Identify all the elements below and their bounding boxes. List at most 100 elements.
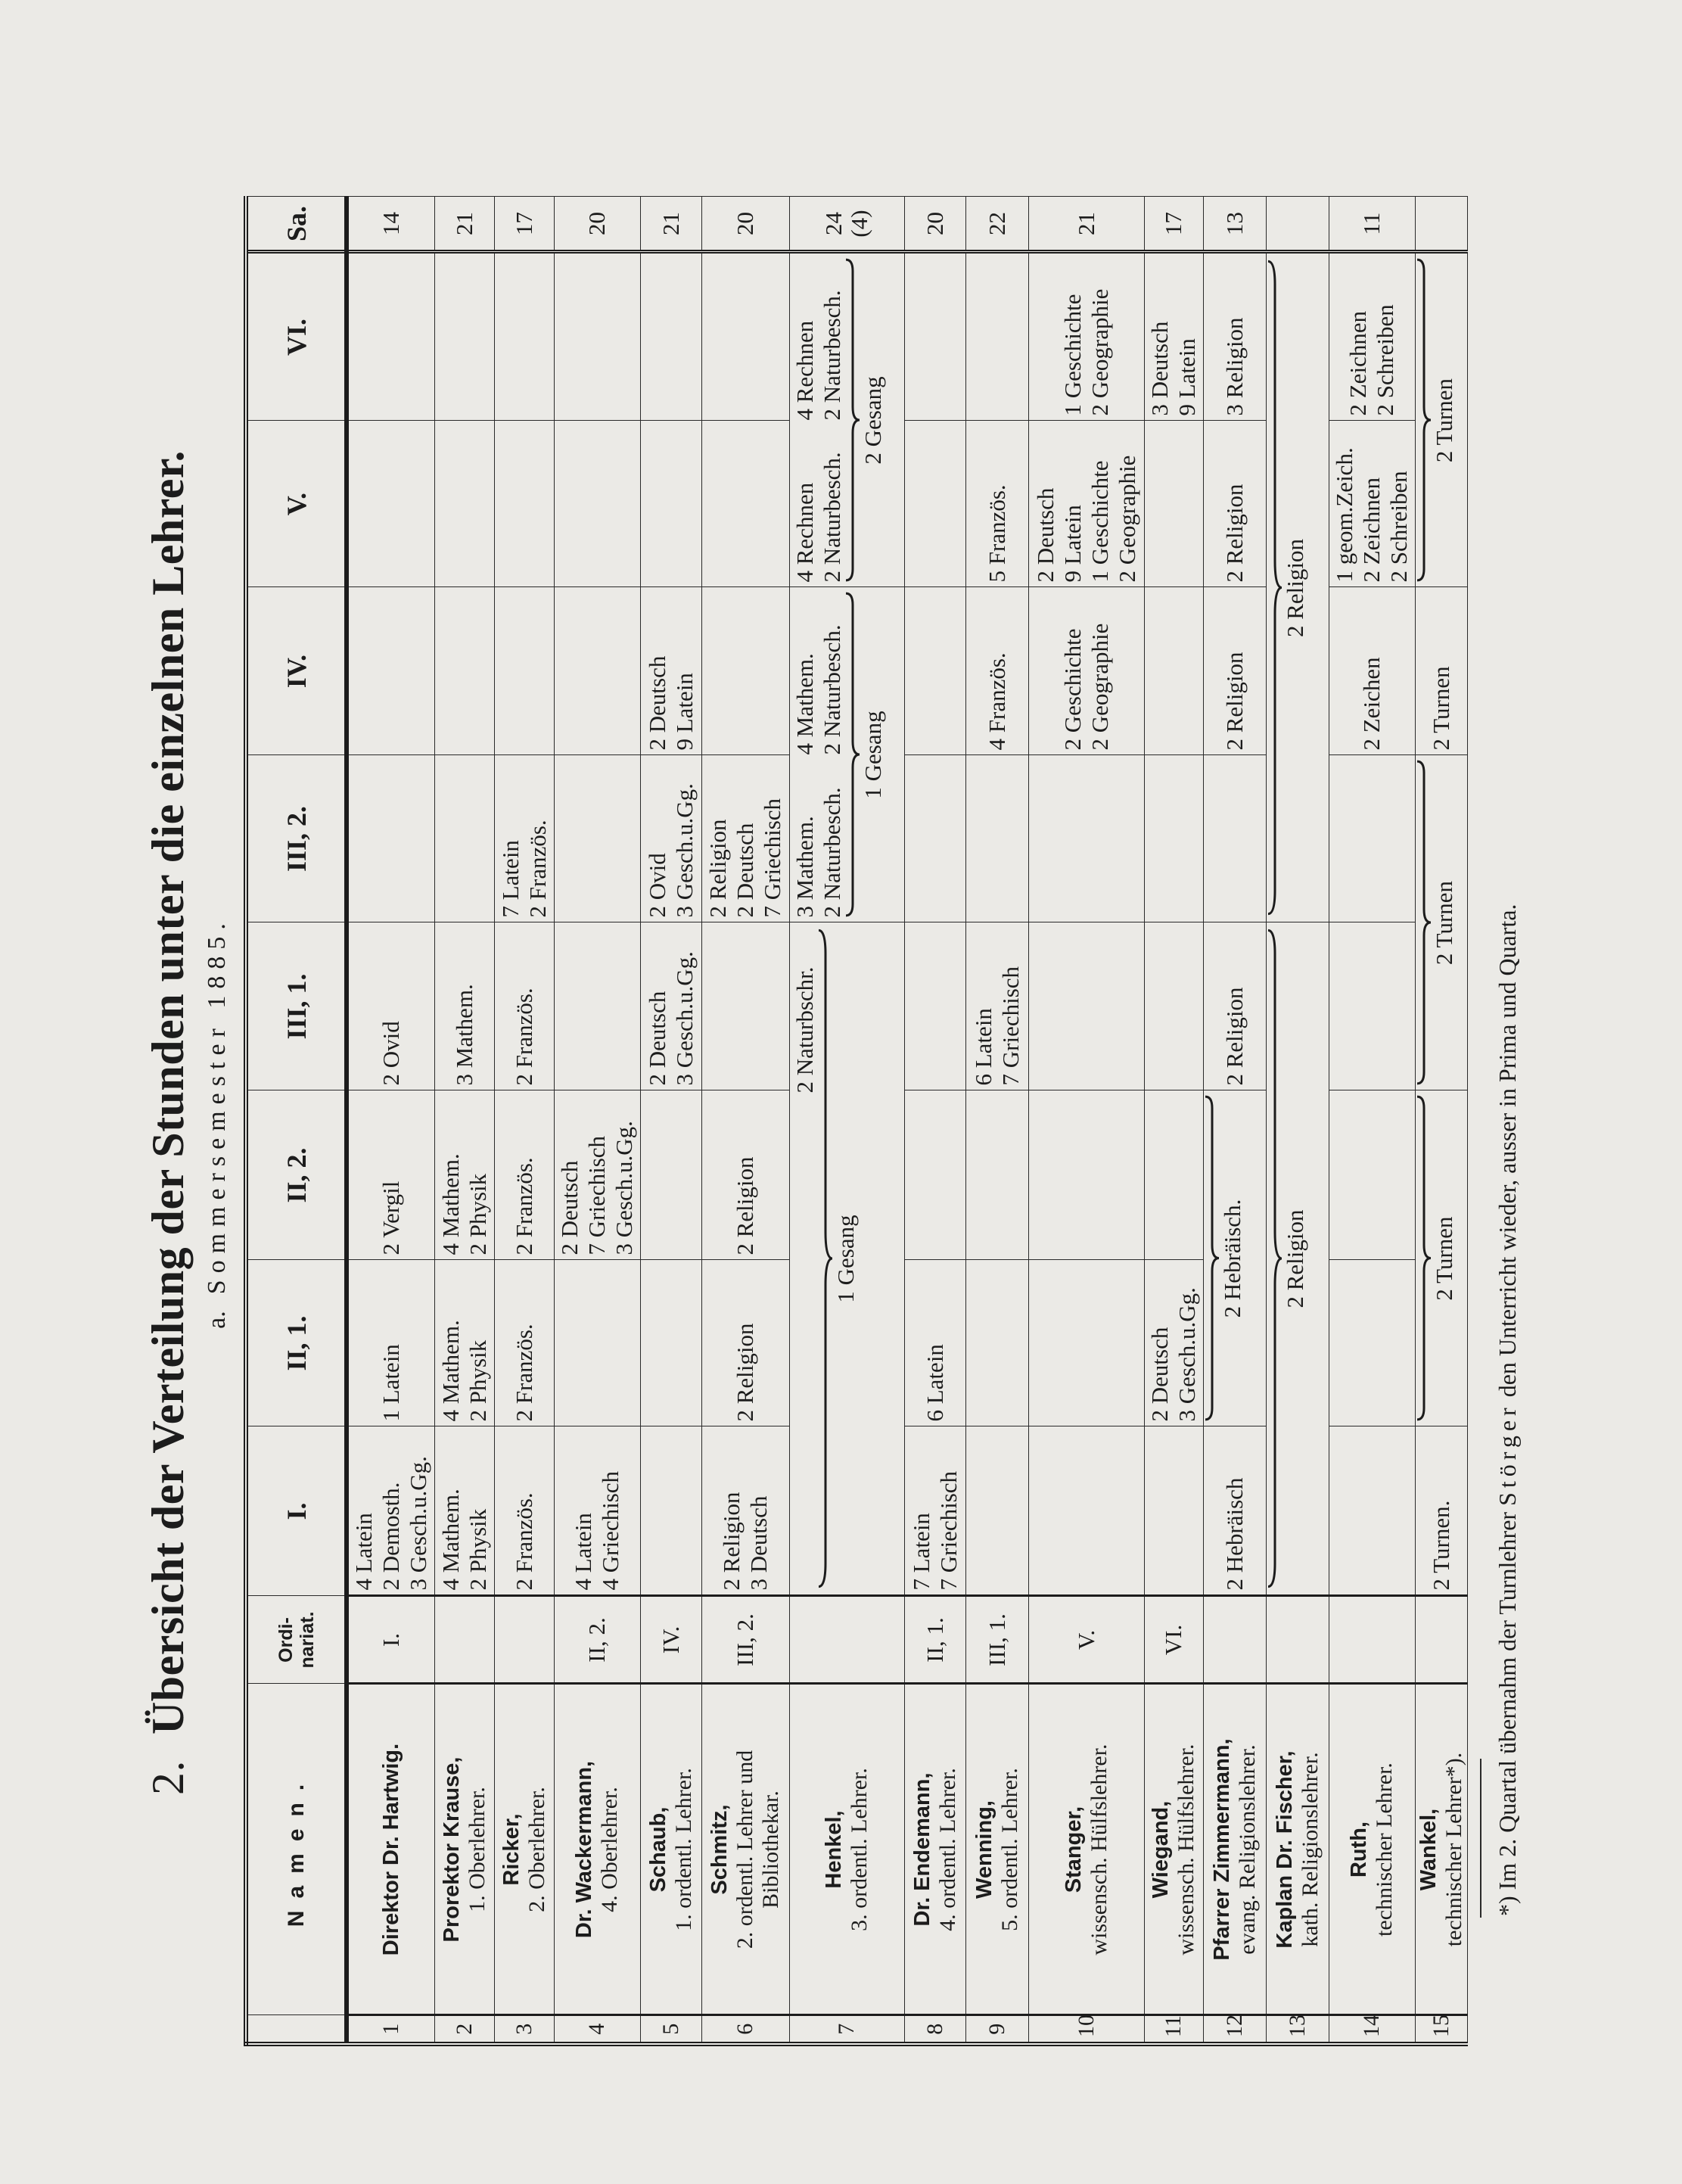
lesson-line: 1 geom.Zeich. xyxy=(1331,447,1357,583)
footnote-rule xyxy=(1480,1759,1481,1918)
ordinariat-cell xyxy=(1415,1596,1467,1684)
ordinariat-cell xyxy=(1266,1596,1329,1684)
teacher-name-cell: Ruth, technischer Lehrer. xyxy=(1329,1684,1415,2015)
lesson-column xyxy=(791,1259,819,1425)
shared-lesson-cell: 2 Naturbschr. 1 Gesang xyxy=(789,922,904,1596)
lesson-line: 2 Religion xyxy=(732,1323,758,1422)
weekly-hours-sum: 13 xyxy=(1203,197,1266,252)
sum-value: 21 xyxy=(657,212,684,235)
weekly-hours-sum: 20 xyxy=(904,197,965,252)
teacher-name: Henkel, xyxy=(822,1810,846,1889)
table-row: 4 Dr. Wackermann, 4. Oberlehrer. II, 2. 4 La… xyxy=(554,197,640,2044)
shared-lesson-label: 2 Gesang xyxy=(859,376,886,465)
lesson-line: 2 Deutsch xyxy=(643,655,670,751)
teacher-name: Schmitz, xyxy=(707,1804,732,1895)
curly-brace-icon xyxy=(819,928,832,1591)
lesson-cell xyxy=(434,252,494,421)
teacher-hours-table: Namen. Ordi- nariat. I. II, 1. II, 2. II… xyxy=(244,196,1468,2046)
ordinariat-cell: I. xyxy=(347,1596,434,1684)
teacher-name: Ruth, xyxy=(1347,1821,1371,1878)
lesson-cell: 7 Latein 2 Französ. xyxy=(494,755,554,922)
shared-lesson-cell: 2 Turnen xyxy=(1415,755,1467,1090)
ordinariat-cell xyxy=(789,1596,904,1684)
lesson-line: 7 Latein xyxy=(907,1513,934,1591)
lesson-cell: 1 Geschichte 2 Geographie xyxy=(1028,252,1144,421)
lesson-cell: 2 Französ. xyxy=(494,922,554,1090)
shared-lesson-cell: 2 Turnen xyxy=(1415,1090,1467,1426)
lesson-cell: 5 Französ. xyxy=(965,421,1028,587)
ordinariat-cell: VI. xyxy=(1144,1596,1203,1684)
row-number: 12 xyxy=(1203,2014,1266,2044)
lesson-cell: 2 Religion 2 Deutsch 7 Griechisch xyxy=(701,755,789,922)
lesson-cell xyxy=(1028,755,1144,922)
shared-lesson-columns: 2 Naturbschr. xyxy=(791,928,819,1591)
lesson-cell: 2 Religion 3 Deutsch xyxy=(701,1426,789,1596)
lesson-line: 2 Französ. xyxy=(510,1492,537,1591)
lesson-cell xyxy=(1144,1426,1203,1596)
teacher-role: 1. Oberlehrer. xyxy=(464,1787,490,1912)
lesson-line: 2 Zeichnen xyxy=(1358,477,1385,583)
lesson-line: 2 Französ. xyxy=(510,1157,537,1255)
row-number: 10 xyxy=(1028,2014,1144,2044)
lesson-cell xyxy=(904,922,965,1090)
lesson-cell: 2 Religion xyxy=(1203,587,1266,755)
lesson-line: 2 Deutsch xyxy=(1146,1327,1173,1422)
lesson-line: 2 Turnen. xyxy=(1427,1500,1454,1591)
weekly-hours-sum: 21 xyxy=(640,197,701,252)
footnote-text-after: den Unterricht wieder, ausser in Prima u… xyxy=(1494,904,1521,1398)
ordinariat-cell xyxy=(1329,1596,1415,1684)
sum-value: 13 xyxy=(1220,212,1248,235)
teacher-role: 5. ordentl. Lehrer. xyxy=(996,1768,1022,1931)
lesson-cell xyxy=(1144,421,1203,587)
lesson-line: 2 Vergil xyxy=(378,1181,405,1255)
shared-lesson-label: 2 Religion xyxy=(1281,1209,1308,1308)
table-row: 1 Direktor Dr. Hartwig. I. 4 Latein 2 Demost… xyxy=(347,197,434,2044)
table-row: 13 Kaplan Dr. Fischer, kath. Religionslehr… xyxy=(1266,197,1329,2044)
lesson-line: 2 Physik xyxy=(464,1173,491,1255)
shared-lesson-cell: 2 Religion xyxy=(1266,252,1329,922)
teacher-role: wissensch. Hülfslehrer. xyxy=(1174,1744,1199,1955)
lesson-cell: 2 Französ. xyxy=(494,1090,554,1260)
lesson-cell xyxy=(965,1090,1028,1260)
ordinariat-cell xyxy=(494,1596,554,1684)
row-number: 11 xyxy=(1144,2015,1203,2044)
teacher-name-cell: Wiegand, wissensch. Hülfslehrer. xyxy=(1144,1684,1203,2015)
sum-value: 24 xyxy=(820,212,847,235)
shared-lesson-label: 2 Religion xyxy=(1281,538,1308,638)
sum-value: 20 xyxy=(583,212,610,235)
lesson-cell: 3 Mathem. xyxy=(434,922,494,1090)
table-row: 14 Ruth, technischer Lehrer. 2 Zeichen 1 geo… xyxy=(1329,197,1415,2044)
lesson-cell xyxy=(701,421,789,587)
header-ordinariat-line2: nariat. xyxy=(296,1611,318,1669)
lesson-line: 5 Französ. xyxy=(983,484,1010,583)
lesson-cell xyxy=(965,1426,1028,1596)
lesson-cell: 2 Deutsch 9 Latein 1 Geschichte 2 Geographi… xyxy=(1028,421,1144,587)
lesson-cell: 2 Religion xyxy=(701,1260,789,1426)
teacher-role: 4. ordentl. Lehrer. xyxy=(934,1768,960,1931)
lesson-cell: 7 Latein 7 Griechisch xyxy=(904,1426,965,1596)
shared-lesson-label: 1 Gesang xyxy=(832,1215,859,1303)
table-row: 8 Dr. Endemann, 4. ordentl. Lehrer. II, 1. 7… xyxy=(904,197,965,2044)
lesson-cell xyxy=(1028,1260,1144,1426)
lesson-cell: 2 Deutsch 9 Latein xyxy=(640,587,701,755)
lesson-line: 2 Demosth. xyxy=(378,1482,405,1591)
row-number: 13 xyxy=(1266,2014,1329,2044)
ordinariat-cell: IV. xyxy=(640,1596,701,1684)
lesson-cell xyxy=(1329,755,1415,922)
teacher-role: 4. Oberlehrer. xyxy=(597,1787,622,1912)
teacher-name-cell: Wenning, 5. ordentl. Lehrer. xyxy=(965,1684,1028,2015)
lesson-line: 3 Religion xyxy=(1220,317,1248,416)
lesson-line: 3 Gesch.u.Gg. xyxy=(670,951,698,1086)
teacher-name: Direktor Dr. Hartwig. xyxy=(379,1743,404,1956)
lesson-line: 2 Naturbschr. xyxy=(791,966,818,1094)
lesson-line: 2 Religion xyxy=(704,819,731,918)
lesson-line: 3 Gesch.u.Gg. xyxy=(1174,1287,1200,1422)
weekly-hours-sum: 20 xyxy=(554,197,640,252)
lesson-cell xyxy=(554,421,640,587)
lesson-cell: 4 Latein 4 Griechisch xyxy=(554,1426,640,1596)
ordinariat-cell: III, 2. xyxy=(701,1596,789,1684)
row-number: 1 xyxy=(347,2015,434,2044)
lesson-cell xyxy=(1144,587,1203,755)
table-row: 2 Prorektor Krause, 1. Oberlehrer. 4 Mathem… xyxy=(434,197,494,2044)
header-class-iii-1: III, 1. xyxy=(246,922,347,1090)
